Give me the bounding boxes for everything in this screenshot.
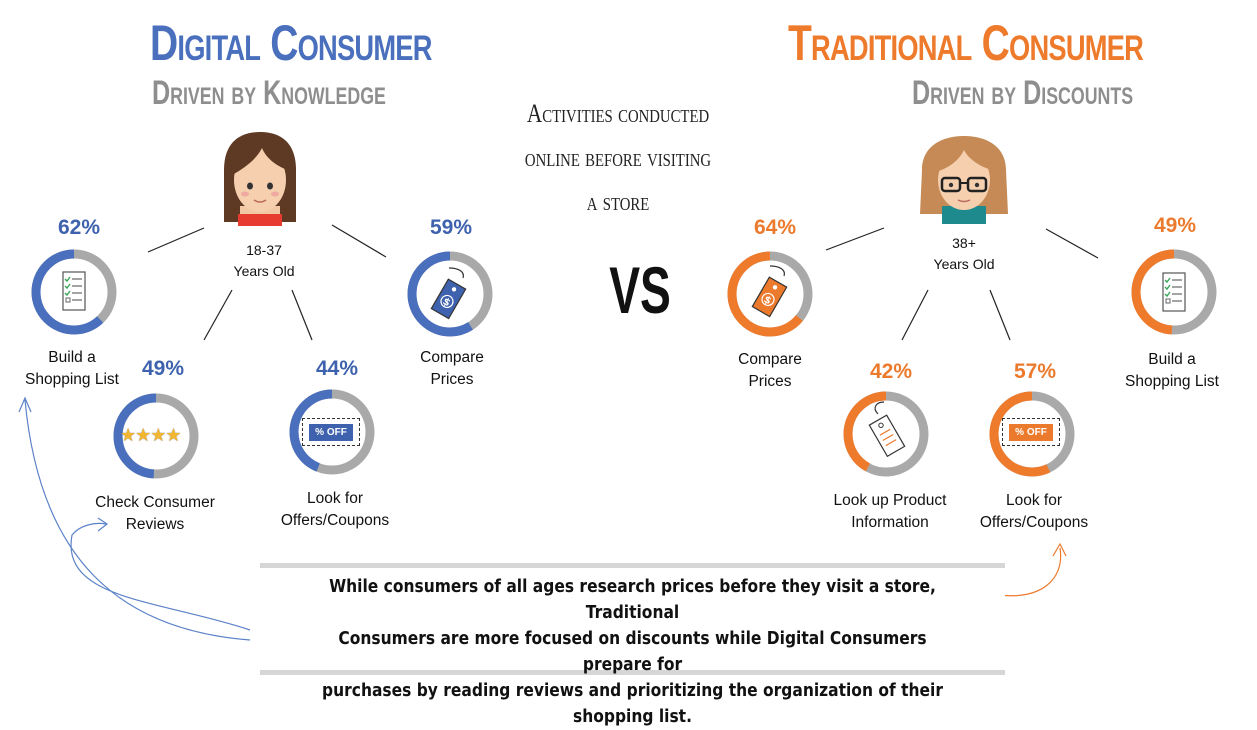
stat-label-line: Look for	[306, 490, 363, 507]
checklist-icon	[1162, 272, 1186, 312]
traditional-consumer-subtitle: Driven by Discounts	[912, 74, 1134, 112]
stat-label: Look for Offers/Coupons	[968, 490, 1100, 534]
ring-fill	[989, 391, 1075, 477]
checklist-icon	[62, 271, 86, 311]
stat-label-line: Reviews	[125, 516, 185, 533]
digital-consumer-subtitle: Driven by Knowledge	[152, 74, 386, 112]
connector-line	[147, 227, 205, 253]
stars-icon: ★★★★	[120, 425, 182, 445]
center-caption-line3: a store	[586, 187, 650, 216]
stat-label-line: Offers/Coupons	[979, 514, 1089, 531]
traditional-avatar	[920, 136, 1008, 224]
svg-text:$: $	[761, 294, 773, 307]
stat-label: Look up Product Information	[810, 490, 970, 534]
stat-label-line: Compare	[420, 349, 484, 366]
stat-label-line: Look up Product	[833, 492, 947, 509]
stat-label-line: Prices	[430, 371, 474, 388]
digital-age: 18-37	[246, 242, 282, 258]
stat-label-line: Look for	[1005, 492, 1062, 509]
ring-fill	[727, 251, 813, 337]
traditional-age: 38+	[952, 235, 976, 251]
blue-arrow-curve	[24, 399, 251, 641]
summary-line: purchases by reading reviews and priorit…	[322, 680, 943, 727]
stat-label: Check Consumer Reviews	[84, 492, 226, 536]
summary-line: Consumers are more focused on discounts …	[338, 628, 927, 675]
traditional-age-group: 38+ Years Old	[918, 233, 1010, 275]
connector-line	[331, 224, 387, 258]
summary-text: While consumers of all ages research pri…	[312, 568, 953, 730]
stat-label: Compare Prices	[712, 349, 828, 393]
digital-age-suffix: Years Old	[233, 263, 295, 279]
stat-label-line: Information	[851, 514, 929, 531]
connector-line	[825, 227, 885, 251]
blue-arrow-curve-2	[70, 522, 251, 631]
stat-label-line: Shopping List	[1125, 373, 1219, 390]
ring-fill	[289, 389, 375, 475]
stat-percent: 49%	[1153, 214, 1197, 237]
blue-arrowhead-2	[97, 517, 109, 532]
progress-ring	[113, 393, 199, 479]
stat-label: Build a Shopping List	[1110, 349, 1234, 393]
stat-percent: 49%	[141, 357, 185, 380]
stat-percent: 57%	[1013, 360, 1057, 383]
connector-line	[291, 289, 313, 341]
stat-percent: 59%	[429, 216, 473, 239]
traditional-consumer-title: Traditional Consumer	[788, 15, 1144, 71]
svg-text:$: $	[440, 296, 452, 309]
stat-label-line: Offers/Coupons	[280, 512, 390, 529]
blue-arrowhead	[18, 396, 32, 413]
progress-ring	[843, 391, 929, 477]
digital-age-group: 18-37 Years Old	[218, 240, 310, 282]
center-caption-line1: Activities conducted	[526, 99, 710, 128]
progress-ring	[727, 251, 813, 337]
stat-label-line: Shopping List	[25, 371, 119, 388]
coupon-text: % OFF	[1009, 423, 1053, 441]
vs-label: VS	[609, 253, 671, 327]
orange-arrowhead	[1052, 542, 1067, 557]
progress-ring	[31, 249, 117, 335]
progress-ring	[1131, 249, 1217, 335]
stat-label-line: Build a	[1148, 351, 1196, 368]
stat-label: Compare Prices	[394, 347, 510, 391]
stat-label-line: Prices	[748, 373, 792, 390]
stat-percent: 44%	[315, 357, 359, 380]
ring-fill	[407, 251, 493, 337]
ring-fill	[31, 249, 117, 335]
stat-percent: 42%	[869, 360, 913, 383]
connector-line	[203, 289, 233, 341]
progress-ring	[989, 391, 1075, 477]
stat-percent: 64%	[753, 216, 797, 239]
product-tag-icon	[868, 401, 906, 458]
stat-label: Build a Shopping List	[10, 347, 134, 391]
connector-lines	[18, 224, 1099, 641]
summary-box: While consumers of all ages research pri…	[260, 563, 1005, 727]
connector-line	[1045, 228, 1099, 259]
progress-ring	[407, 251, 493, 337]
price-tag-icon: $	[430, 267, 467, 320]
coupon-icon: % OFF	[1002, 418, 1060, 446]
center-caption-line2: online before visiting	[524, 143, 712, 172]
connector-line	[989, 289, 1011, 341]
ring-fill	[113, 393, 199, 479]
coupon-text: % OFF	[309, 423, 353, 441]
ring-fill	[1131, 249, 1217, 335]
ring-fill	[843, 391, 929, 477]
digital-avatar	[224, 132, 296, 226]
stat-label-line: Compare	[738, 351, 802, 368]
stat-label-line: Check Consumer	[95, 494, 215, 511]
price-tag-icon: $	[751, 265, 788, 318]
coupon-icon: % OFF	[302, 418, 360, 446]
progress-ring	[289, 389, 375, 475]
digital-consumer-title: Digital Consumer	[150, 15, 432, 71]
center-caption: Activities conducted online before visit…	[520, 92, 717, 224]
traditional-age-suffix: Years Old	[933, 256, 995, 272]
connector-line	[901, 289, 929, 341]
stat-label-line: Build a	[48, 349, 96, 366]
orange-arrow-curve	[999, 547, 1062, 597]
summary-line: While consumers of all ages research pri…	[329, 576, 936, 623]
stat-percent: 62%	[57, 216, 101, 239]
stat-label: Look for Offers/Coupons	[270, 488, 400, 532]
